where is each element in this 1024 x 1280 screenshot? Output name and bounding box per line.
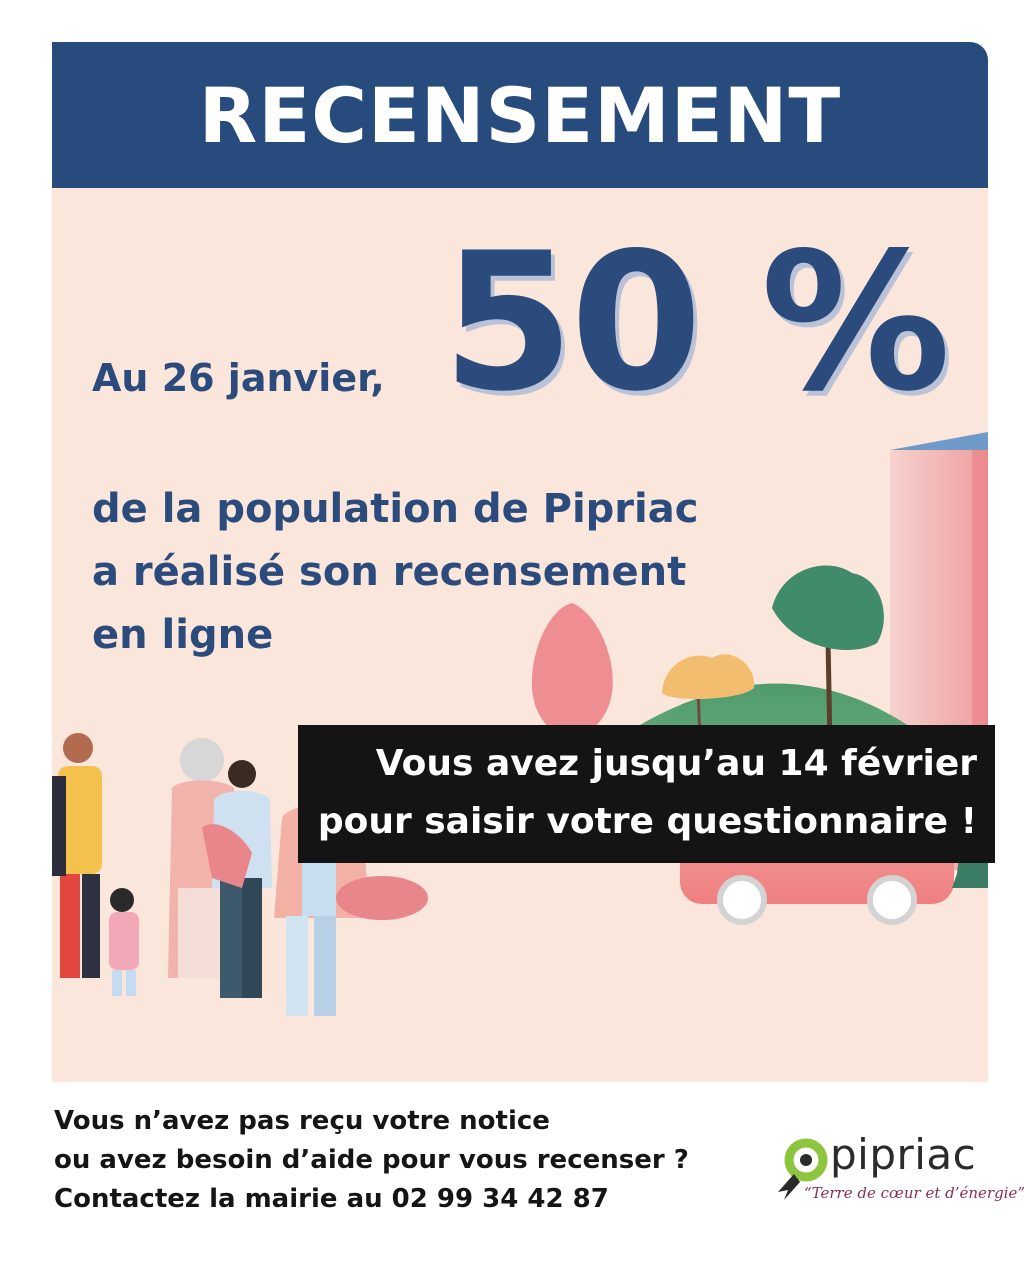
- deadline-line: Vous avez jusqu’au 14 février: [375, 743, 977, 784]
- pipriac-logo: pipriac “Terre de cœur et d’énergie”: [774, 1130, 1024, 1218]
- description-line: en ligne: [92, 612, 274, 658]
- bus-wheel: [867, 875, 917, 925]
- logo-tagline: “Terre de cœur et d’énergie”: [804, 1184, 1024, 1202]
- yellow-tree: [662, 654, 755, 700]
- logo-name: pipriac: [830, 1130, 977, 1179]
- logo-icon: [778, 1138, 828, 1200]
- footer-line: Vous n’avez pas reçu votre notice: [54, 1106, 550, 1136]
- page-title: RECENSEMENT: [198, 70, 842, 160]
- deadline-line: pour saisir votre questionnaire !: [317, 801, 977, 842]
- intro-text: Au 26 janvier,: [92, 356, 385, 400]
- bus-wheel: [717, 875, 767, 925]
- percentage-figure: 50 %: [442, 212, 951, 433]
- description-line: a réalisé son recensement: [92, 549, 687, 595]
- contact-info: Vous n’avez pas reçu votre notice ou ave…: [54, 1102, 689, 1219]
- description-line: de la population de Pipriac: [92, 486, 699, 532]
- building-roof: [890, 432, 988, 450]
- footer-line: ou avez besoin d’aide pour vous recenser…: [54, 1145, 689, 1175]
- main-panel: Au 26 janvier, 50 % de la population de …: [52, 188, 988, 1082]
- header-banner: RECENSEMENT: [52, 42, 988, 188]
- footer-line: Contactez la mairie au 02 99 34 42 87: [54, 1184, 609, 1214]
- pink-tree: [531, 603, 613, 738]
- green-tree: [772, 565, 884, 650]
- people-group: [52, 733, 428, 1016]
- deadline-banner: Vous avez jusqu’au 14 février pour saisi…: [297, 725, 995, 863]
- description: de la population de Pipriac a réalisé so…: [92, 478, 792, 667]
